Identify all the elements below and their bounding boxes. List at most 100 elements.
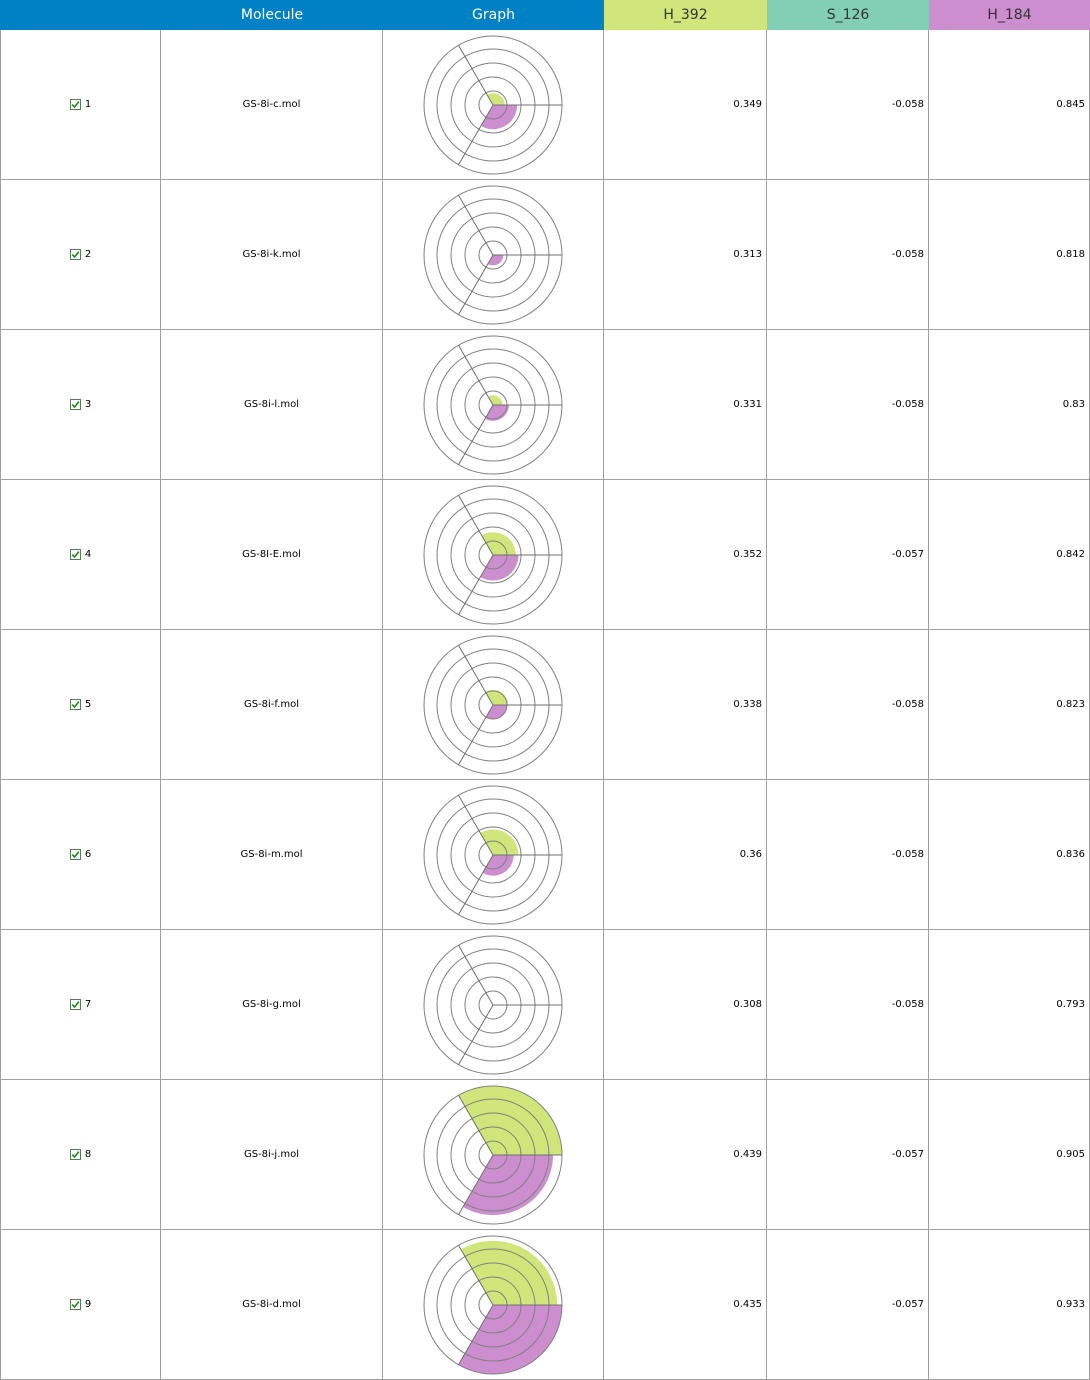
row-index-cell: 5 [1,630,161,779]
row-checkbox[interactable] [69,699,81,710]
value-s126: -0.058 [767,780,929,929]
table-row[interactable]: 5 GS-8i-f.mol 0.338 -0.058 0.823 [1,630,1090,780]
radar-axis [458,554,494,615]
radar-axis [458,494,494,555]
table-row[interactable]: 6 GS-8i-m.mol 0.36 -0.058 0.836 [1,780,1090,930]
value-h184: 0.836 [929,780,1090,929]
row-index: 4 [84,549,92,560]
value-s126: -0.058 [767,330,929,479]
header-h184[interactable]: H_184 [929,0,1090,30]
value-h184: 0.83 [929,330,1090,479]
value-s126: -0.058 [767,630,929,779]
checkmark-icon [71,1301,80,1309]
row-checkbox[interactable] [69,1299,81,1310]
value-h392: 0.308 [604,930,767,1079]
value-h392: 0.313 [604,180,767,329]
row-index: 7 [84,999,92,1010]
molecule-name: GS-8i-c.mol [161,30,383,179]
table-row[interactable]: 3 GS-8i-l.mol 0.331 -0.058 0.83 [1,330,1090,480]
value-h392: 0.439 [604,1080,767,1229]
radar-chart [423,635,563,774]
radar-axis [458,944,494,1005]
graph-cell [383,630,604,779]
radar-axis [458,644,494,705]
radar-chart [423,335,563,474]
value-h184: 0.905 [929,1080,1090,1229]
header-s126[interactable]: S_126 [767,0,929,30]
row-checkbox[interactable] [69,99,81,110]
radar-axis [458,254,494,315]
row-checkbox[interactable] [69,999,81,1010]
row-index: 5 [84,699,92,710]
radar-chart [423,935,563,1074]
graph-cell [383,180,604,329]
graph-cell [383,1080,604,1229]
radar-chart [423,1085,563,1224]
radar-chart [423,35,563,174]
header-h392[interactable]: H_392 [604,0,767,30]
value-h184: 0.842 [929,480,1090,629]
radar-chart [423,785,563,924]
value-s126: -0.058 [767,930,929,1079]
graph-cell [383,780,604,929]
row-index-cell: 3 [1,330,161,479]
row-index-cell: 4 [1,480,161,629]
molecule-name: GS-8i-m.mol [161,780,383,929]
graph-cell [383,1230,604,1379]
radar-chart [423,485,563,624]
value-h392: 0.36 [604,780,767,929]
row-index: 6 [84,849,92,860]
table-row[interactable]: 1 GS-8i-c.mol 0.349 -0.058 0.845 [1,30,1090,180]
row-checkbox[interactable] [69,549,81,560]
checkmark-icon [71,1151,80,1159]
row-checkbox[interactable] [69,249,81,260]
radar-axis [458,1004,494,1065]
header-index[interactable] [0,0,161,30]
radar-axis [458,854,494,915]
sector-h392 [460,1240,558,1305]
sector-h392 [458,1085,562,1155]
value-h392: 0.435 [604,1230,767,1379]
row-checkbox[interactable] [69,849,81,860]
value-h392: 0.331 [604,330,767,479]
molecule-name: GS-8i-k.mol [161,180,383,329]
checkmark-icon [71,251,80,259]
molecule-name: GS-8i-j.mol [161,1080,383,1229]
molecule-name: GS-8i-g.mol [161,930,383,1079]
value-s126: -0.057 [767,480,929,629]
checkmark-icon [71,701,80,709]
header-row: Molecule Graph H_392 S_126 H_184 [0,0,1090,30]
row-index: 8 [84,1149,92,1160]
radar-axis [458,1154,494,1215]
sector-h184 [458,1304,562,1374]
row-index-cell: 7 [1,930,161,1079]
value-s126: -0.057 [767,1230,929,1379]
radar-axis [458,104,494,165]
row-checkbox[interactable] [69,1149,81,1160]
header-molecule[interactable]: Molecule [161,0,383,30]
value-h184: 0.823 [929,630,1090,779]
table-row[interactable]: 9 GS-8i-d.mol 0.435 -0.057 0.933 [1,1230,1090,1380]
row-index: 2 [84,249,92,260]
radar-axis [458,344,494,405]
row-index-cell: 6 [1,780,161,929]
molecule-name: GS-8I-E.mol [161,480,383,629]
row-checkbox[interactable] [69,399,81,410]
checkmark-icon [71,401,80,409]
value-h184: 0.933 [929,1230,1090,1379]
table-row[interactable]: 4 GS-8I-E.mol 0.352 -0.057 0.842 [1,480,1090,630]
table-row[interactable]: 7 GS-8i-g.mol 0.308 -0.058 0.793 [1,930,1090,1080]
header-graph[interactable]: Graph [383,0,604,30]
row-index-cell: 1 [1,30,161,179]
radar-axis [458,194,494,255]
checkmark-icon [71,101,80,109]
value-s126: -0.058 [767,30,929,179]
value-h392: 0.352 [604,480,767,629]
table-row[interactable]: 2 GS-8i-k.mol 0.313 -0.058 0.818 [1,180,1090,330]
value-s126: -0.057 [767,1080,929,1229]
table-row[interactable]: 8 GS-8i-j.mol 0.439 -0.057 0.905 [1,1080,1090,1230]
sector-h184 [462,1154,554,1215]
checkmark-icon [71,851,80,859]
radar-chart [423,185,563,324]
